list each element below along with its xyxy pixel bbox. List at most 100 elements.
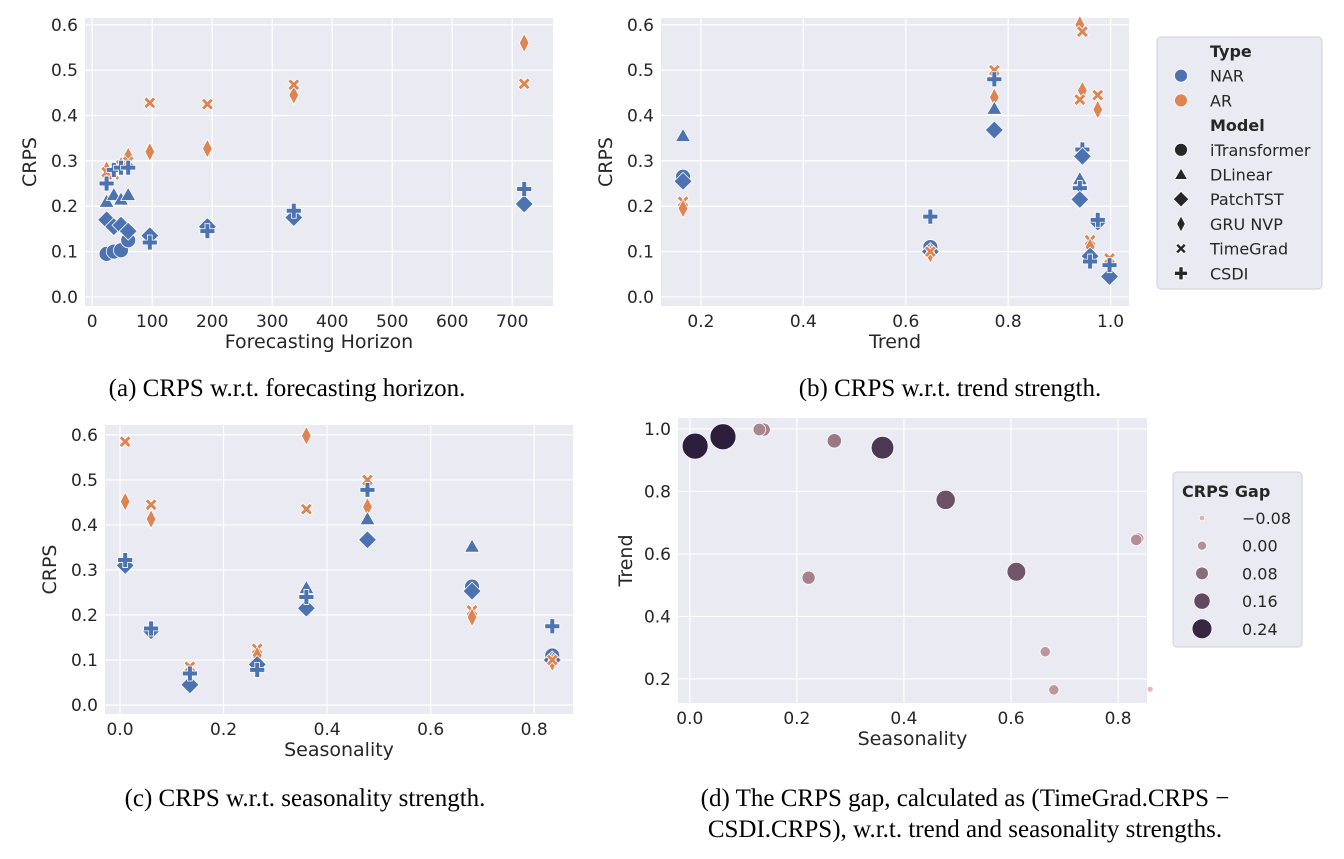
point-csdi	[922, 208, 939, 225]
point-csdi	[285, 202, 302, 219]
point-csdi	[117, 552, 134, 568]
legend-crps-gap: CRPS Gap −0.08 0.00 0.08 0.16 0.24	[1172, 471, 1303, 648]
point-dlinear	[463, 538, 481, 553]
legend-model-marker	[1175, 242, 1187, 255]
point-timegrad	[987, 63, 1001, 77]
y-axis-label: Trend	[615, 535, 637, 588]
y-tick-label: 0.3	[627, 152, 654, 172]
gap-point	[801, 570, 816, 585]
plot-area	[661, 18, 1129, 306]
y-tick-label: 0.2	[644, 670, 671, 690]
point-gru-nvp	[119, 491, 131, 512]
point-patchtst	[357, 530, 378, 550]
data-points	[115, 425, 562, 695]
panel-c: 0.0 0.2 0.4 0.6 0.8 0.0 0.1 0.2 0.3 0.4 0.5 0.6 Seas…	[39, 425, 573, 761]
legend-gap-marker	[1196, 540, 1208, 551]
legend-model-marker	[1176, 214, 1186, 233]
gap-point	[752, 422, 767, 437]
x-axis-label: Trend	[868, 331, 921, 353]
legend-type-label: AR	[1210, 91, 1232, 110]
x-tick-label: 600	[436, 312, 468, 332]
point-patchtst	[1072, 146, 1092, 166]
gap-point	[935, 489, 956, 510]
legend-model-label: iTransformer	[1210, 141, 1311, 160]
point-timegrad	[360, 473, 375, 487]
data-points	[673, 14, 1120, 287]
data-points	[97, 32, 534, 262]
point-csdi	[98, 175, 115, 192]
gap-point	[826, 433, 842, 449]
gap-point	[1146, 685, 1154, 693]
legend-model-marker	[1174, 142, 1188, 157]
y-tick-label: 0.4	[51, 107, 78, 127]
y-tick-label: 0.2	[71, 606, 98, 626]
y-tick-label: 0.6	[627, 16, 654, 36]
y-tick-label: 0.0	[627, 288, 654, 308]
point-csdi	[249, 661, 266, 678]
point-patchtst	[118, 221, 138, 241]
point-gru-nvp	[677, 198, 689, 219]
y-tick-label: 0.1	[627, 243, 654, 263]
y-tick-label: 0.6	[51, 16, 78, 36]
y-tick-label: 0.4	[627, 107, 654, 127]
point-patchtst	[514, 194, 534, 214]
x-tick-label: 400	[316, 312, 348, 332]
legend-model-title: Model	[1210, 116, 1265, 135]
gap-point	[1130, 533, 1143, 547]
point-patchtst	[296, 598, 316, 618]
point-timegrad	[545, 653, 559, 667]
legend-model-label: DLinear	[1210, 166, 1272, 185]
point-dlinear	[120, 186, 137, 201]
legend-model-marker	[1173, 167, 1189, 180]
x-tick-label: 0.6	[417, 720, 444, 740]
x-tick-label: 200	[196, 312, 228, 332]
legend-model-marker	[1172, 190, 1190, 208]
x-tick-label: 0.8	[995, 312, 1022, 332]
legend-box	[1156, 36, 1323, 290]
x-tick-label: 0.0	[106, 720, 133, 740]
x-tick-label: 0.4	[314, 720, 341, 740]
legend-gap-label: 0.16	[1242, 592, 1278, 611]
point-timegrad	[200, 97, 214, 111]
point-gru-nvp	[202, 138, 213, 159]
legend-model-label: GRU NVP	[1210, 215, 1283, 234]
y-tick-label: 0.3	[51, 152, 78, 172]
legend-gap-label: 0.24	[1242, 620, 1278, 639]
caption-d-line2: CSDI.CRPS), w.r.t. trend and seasonality…	[708, 816, 1222, 843]
legend-model-label: CSDI	[1210, 264, 1248, 283]
gap-point	[1006, 561, 1027, 582]
panel-a: 0 100 200 300 400 500 600 700 0.0 0.1 0.2 0.3 0.4 0.5…	[19, 16, 553, 353]
point-gru-nvp	[145, 508, 157, 530]
y-tick-label: 0.0	[71, 696, 98, 716]
caption-a: (a) CRPS w.r.t. forecasting horizon.	[109, 375, 466, 402]
y-tick-label: 0.2	[51, 197, 78, 217]
y-tick-label: 0.3	[71, 561, 98, 581]
y-axis-label: CRPS	[39, 545, 61, 595]
legend-model-label: TimeGrad	[1209, 240, 1288, 259]
point-timegrad	[299, 502, 313, 516]
point-csdi	[120, 159, 137, 176]
point-dlinear	[986, 100, 1003, 115]
point-timegrad	[287, 78, 301, 92]
caption-b: (b) CRPS w.r.t. trend strength.	[799, 375, 1102, 402]
x-tick-label: 0	[87, 312, 98, 332]
point-dlinear	[674, 127, 692, 142]
x-tick-label: 0.4	[890, 709, 917, 729]
point-timegrad	[143, 96, 157, 110]
legend-type-marker	[1174, 93, 1188, 108]
data-points	[681, 422, 1154, 696]
gap-point	[681, 432, 709, 460]
point-csdi	[1082, 253, 1098, 270]
point-csdi	[544, 618, 561, 635]
panels: 0 100 200 300 400 500 600 700 0.0 0.1 0.2 0.3 0.4 0.5…	[19, 14, 1154, 761]
point-patchtst	[180, 675, 200, 695]
x-tick-label: 0.2	[783, 709, 810, 729]
point-csdi	[141, 234, 158, 251]
gap-point	[1039, 646, 1051, 658]
x-axis-label: Seasonality	[858, 728, 968, 750]
y-tick-label: 0.8	[644, 482, 671, 502]
point-csdi	[182, 665, 198, 682]
legend-gap-label: 0.00	[1242, 537, 1278, 556]
x-tick-label: 1.0	[1097, 312, 1124, 332]
legend-type-model: Type NAR AR Model iTransformer DLinear PatchTS…	[1156, 36, 1323, 290]
